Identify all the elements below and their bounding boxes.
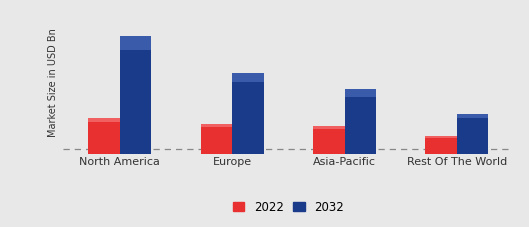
Bar bbox=[425, 136, 457, 154]
Bar bbox=[200, 124, 232, 127]
Bar bbox=[457, 114, 488, 118]
Bar bbox=[120, 36, 151, 50]
Bar bbox=[344, 89, 376, 154]
Y-axis label: Market Size in USD Bn: Market Size in USD Bn bbox=[48, 28, 58, 137]
Bar bbox=[120, 36, 151, 154]
Bar bbox=[88, 118, 120, 122]
Bar bbox=[88, 118, 120, 154]
Bar bbox=[313, 126, 344, 154]
Legend: 2022, 2032: 2022, 2032 bbox=[229, 197, 348, 217]
Bar bbox=[344, 89, 376, 97]
Bar bbox=[457, 114, 488, 154]
Bar bbox=[313, 126, 344, 129]
Bar bbox=[200, 124, 232, 154]
Bar bbox=[232, 73, 263, 82]
Bar bbox=[425, 136, 457, 138]
Bar bbox=[232, 73, 263, 154]
